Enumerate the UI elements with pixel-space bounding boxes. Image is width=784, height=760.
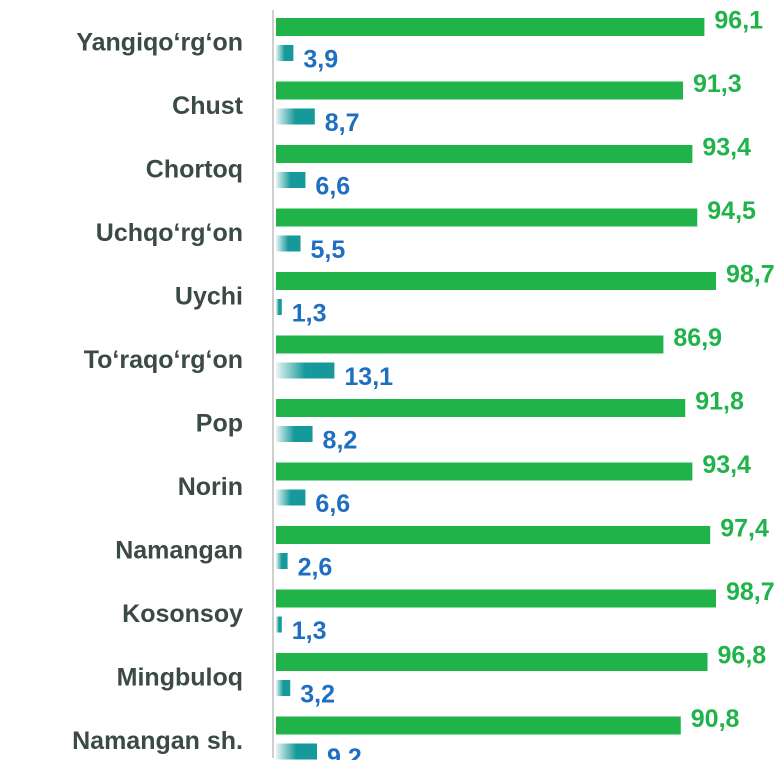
value-label: 94,5 xyxy=(707,197,756,225)
bar xyxy=(276,208,698,227)
category-label: Pop xyxy=(196,410,243,438)
value-label: 8,7 xyxy=(325,109,360,137)
value-label: 6,6 xyxy=(315,173,350,201)
bar-shine xyxy=(276,235,301,252)
bar-shine xyxy=(276,616,282,633)
bar-shine xyxy=(276,743,318,760)
value-label: 86,9 xyxy=(673,324,722,352)
value-label: 93,4 xyxy=(702,451,751,479)
value-label: 96,8 xyxy=(718,642,767,670)
value-label: 9,2 xyxy=(327,744,362,760)
value-label: 93,4 xyxy=(702,134,751,162)
bar xyxy=(276,526,711,544)
bar xyxy=(276,716,681,735)
value-label: 2,6 xyxy=(298,554,333,582)
bar xyxy=(276,18,705,36)
bar-shine xyxy=(276,45,294,61)
category-label: Namangan sh. xyxy=(72,727,243,755)
value-label: 3,9 xyxy=(303,46,338,74)
value-label: 5,5 xyxy=(311,236,346,264)
value-label: 6,6 xyxy=(315,490,350,518)
value-label: 91,3 xyxy=(693,70,742,98)
value-label: 13,1 xyxy=(344,363,393,391)
value-label: 96,1 xyxy=(714,7,763,35)
bar-shine xyxy=(276,553,288,569)
bar xyxy=(276,399,686,417)
category-label: Namangan xyxy=(115,537,243,565)
bar xyxy=(276,589,716,608)
value-label: 97,4 xyxy=(720,515,769,543)
bar-shine xyxy=(276,108,315,125)
value-label: 1,3 xyxy=(292,617,327,645)
value-label: 3,2 xyxy=(300,681,335,709)
category-label: Kosonsoy xyxy=(122,600,243,628)
bar-shine xyxy=(276,362,335,379)
value-label: 8,2 xyxy=(323,427,358,455)
bar-shine xyxy=(276,299,282,315)
bar xyxy=(276,145,693,163)
bar xyxy=(276,81,684,100)
bar-shine xyxy=(276,426,313,442)
bar-shine xyxy=(276,489,306,506)
bar xyxy=(276,462,693,481)
category-label: Uychi xyxy=(175,283,243,311)
category-label: Mingbuloq xyxy=(117,664,243,692)
category-label: Yangiqo‘rg‘on xyxy=(76,29,243,57)
bar xyxy=(276,335,664,354)
category-label: Chortoq xyxy=(146,156,243,184)
value-label: 90,8 xyxy=(691,705,740,733)
value-label: 1,3 xyxy=(292,300,327,328)
category-label: Norin xyxy=(178,473,243,501)
value-label: 98,7 xyxy=(726,261,775,289)
bar xyxy=(276,653,708,671)
category-label: To‘raqo‘rg‘on xyxy=(84,346,243,374)
value-label: 91,8 xyxy=(695,388,744,416)
bar xyxy=(276,272,716,290)
bar-shine xyxy=(276,680,291,696)
category-label: Uchqo‘rg‘on xyxy=(96,219,243,247)
category-label: Chust xyxy=(172,92,244,120)
value-label: 98,7 xyxy=(726,578,775,606)
bar-shine xyxy=(276,172,306,188)
